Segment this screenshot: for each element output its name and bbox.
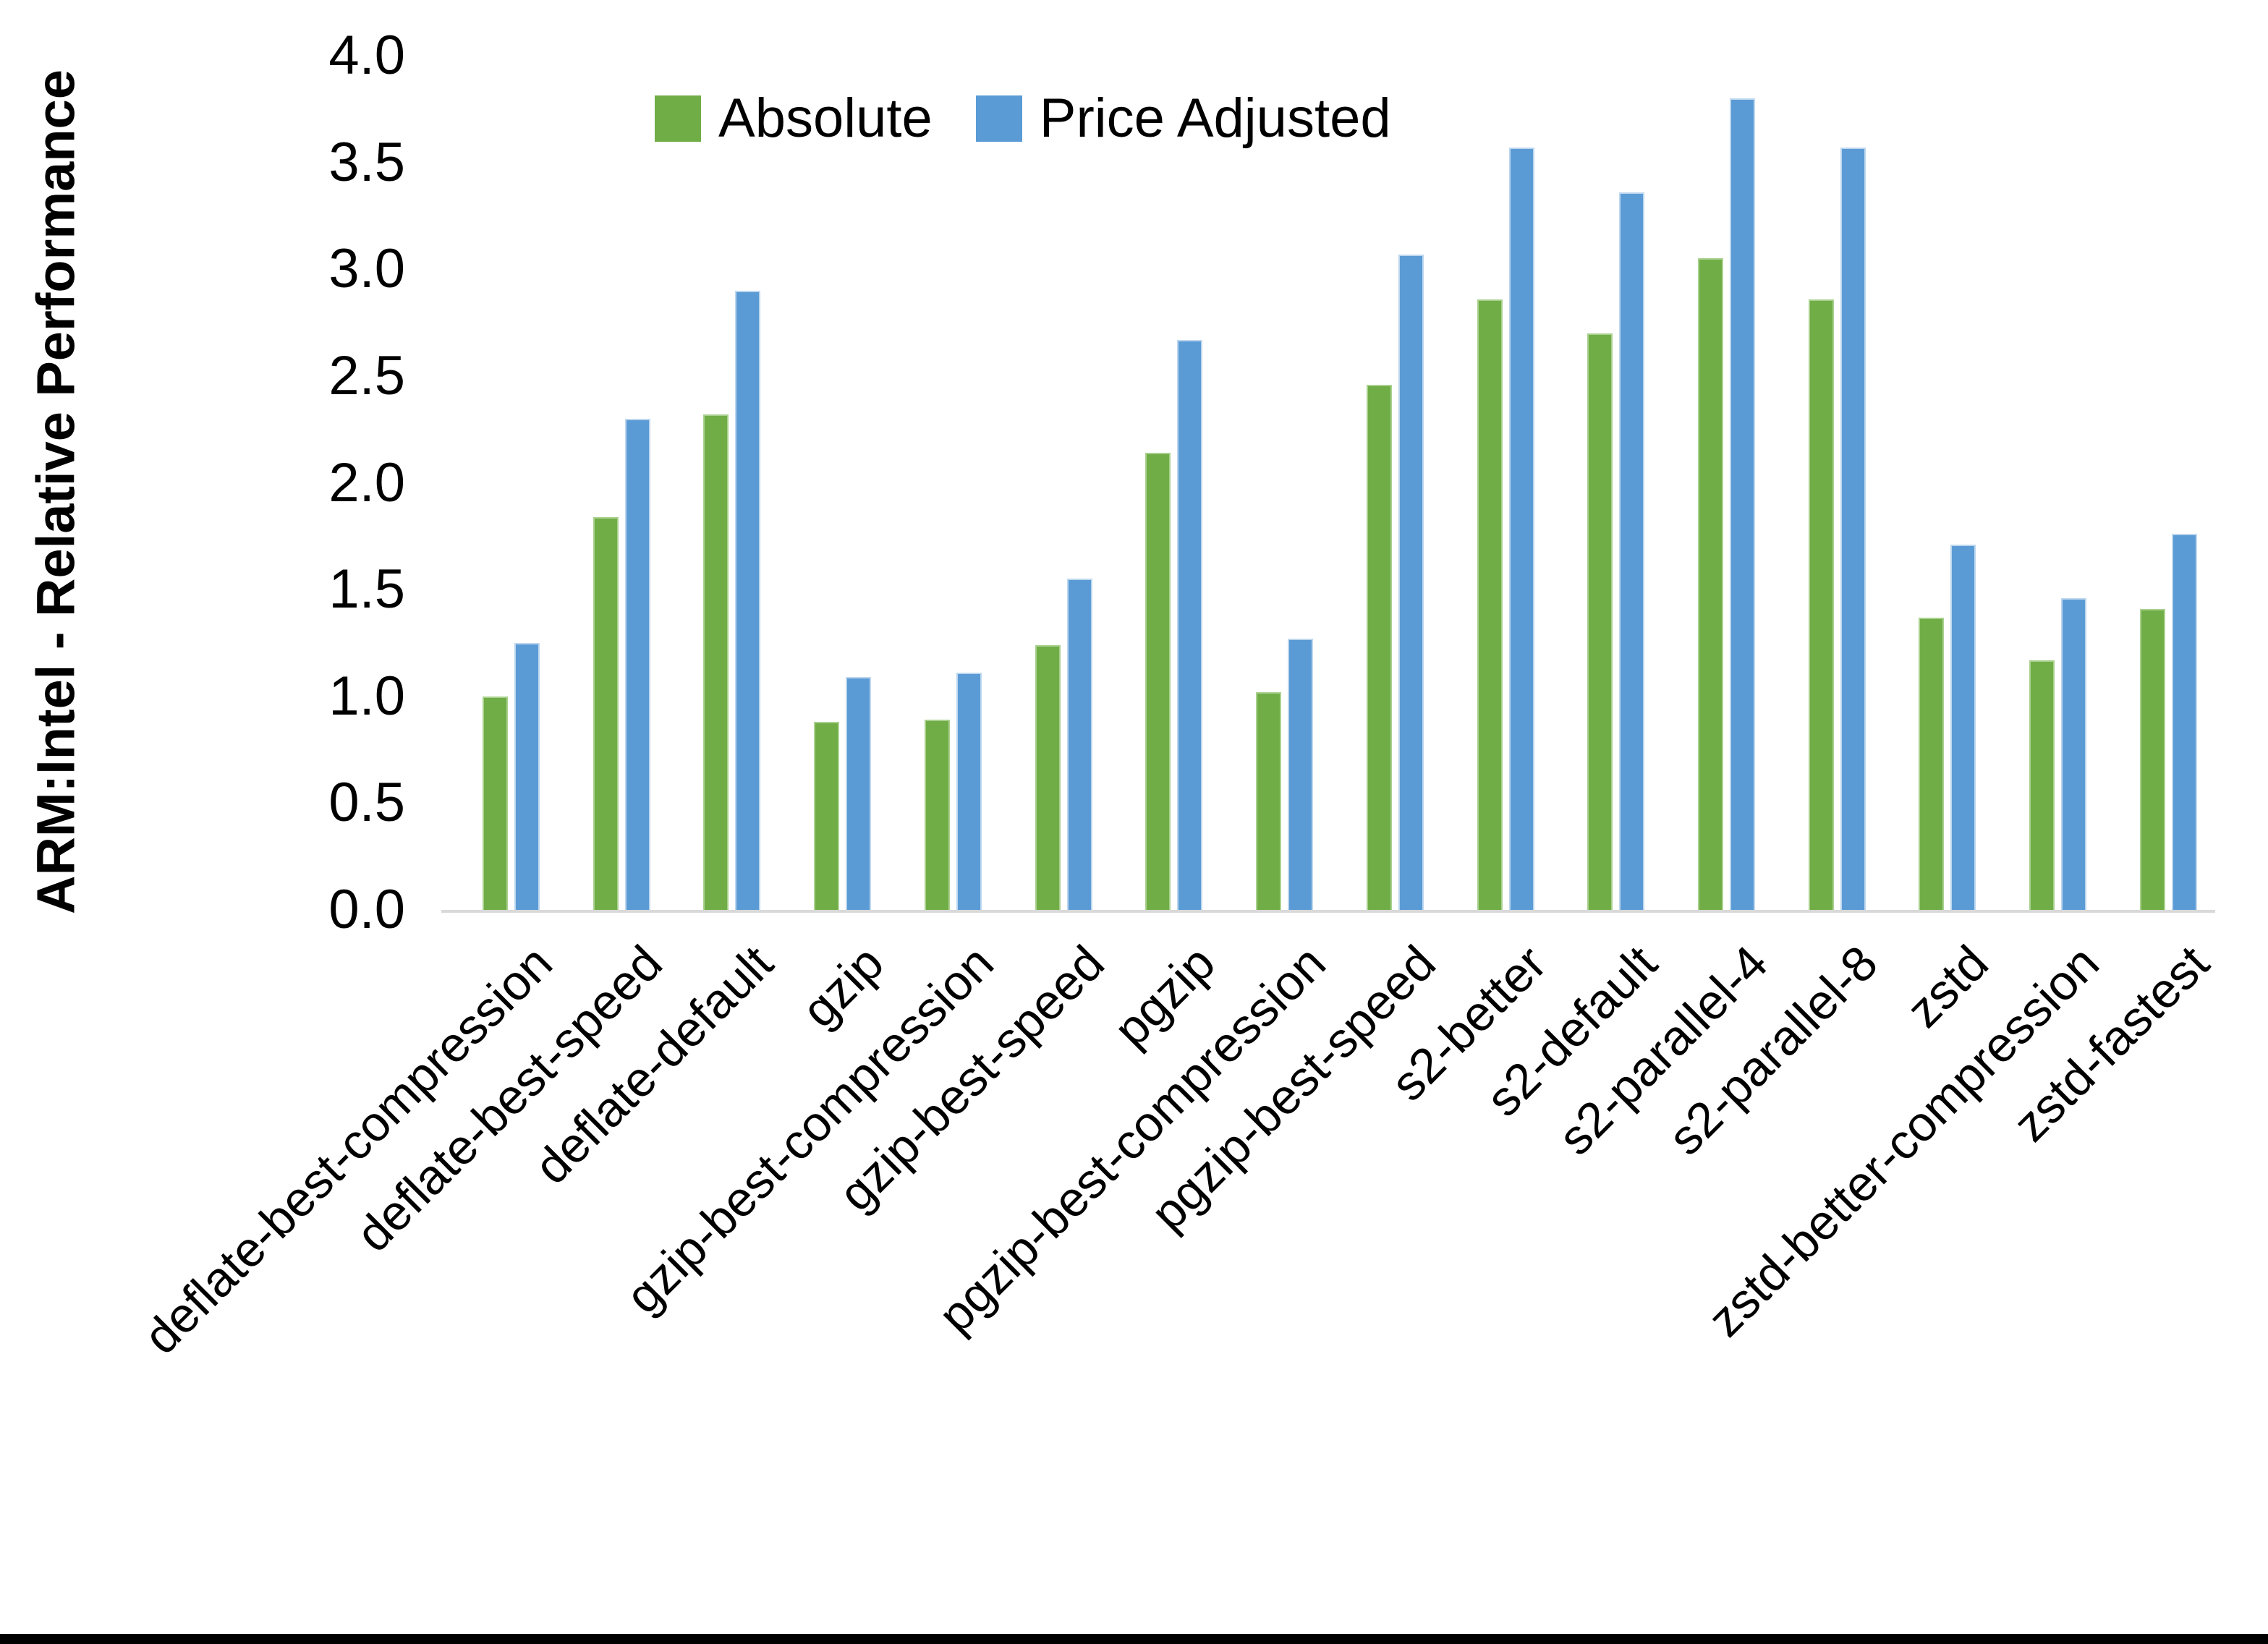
bar-absolute-gzip-best-speed bbox=[1035, 645, 1061, 910]
bar-price-adjusted-zstd bbox=[1950, 545, 1976, 910]
bar-price-adjusted-deflate-default bbox=[735, 291, 760, 910]
bar-price-adjusted-s2-parallel-8 bbox=[1840, 148, 1866, 910]
bar-price-adjusted-pgzip bbox=[1177, 340, 1202, 910]
y-tick-label-1.5: 1.5 bbox=[328, 558, 405, 621]
x-category-label-gzip: gzip bbox=[791, 935, 894, 1039]
legend-swatch-absolute bbox=[655, 95, 701, 142]
y-tick-label-0.5: 0.5 bbox=[328, 772, 405, 834]
bar-absolute-pgzip-best-speed bbox=[1367, 385, 1392, 910]
bar-absolute-gzip bbox=[814, 722, 839, 910]
bar-price-adjusted-gzip bbox=[846, 677, 871, 910]
x-category-label-zstd: zstd bbox=[1895, 935, 1999, 1039]
bar-absolute-zstd bbox=[1919, 618, 1944, 910]
bar-price-adjusted-deflate-best-compression bbox=[514, 643, 540, 910]
y-tick-label-0.0: 0.0 bbox=[328, 879, 405, 940]
legend-swatch-price-adjusted bbox=[975, 95, 1022, 142]
bar-absolute-s2-parallel-8 bbox=[1809, 299, 1834, 910]
legend-label-price-adjusted: Price Adjusted bbox=[1039, 88, 1391, 149]
bar-absolute-s2-default bbox=[1587, 333, 1613, 910]
bar-absolute-deflate-default bbox=[703, 414, 729, 910]
bar-price-adjusted-zstd-fastest bbox=[2172, 534, 2197, 910]
bar-absolute-s2-better bbox=[1477, 299, 1503, 910]
bar-absolute-gzip-best-compression bbox=[925, 720, 950, 910]
x-category-label-deflate-best-compression: deflate-best-compression bbox=[133, 935, 563, 1365]
bar-absolute-zstd-better-compression bbox=[2029, 660, 2055, 910]
bar-price-adjusted-pgzip-best-compression bbox=[1288, 639, 1313, 910]
bar-absolute-zstd-fastest bbox=[2140, 609, 2165, 910]
y-tick-label-2.0: 2.0 bbox=[328, 451, 405, 514]
y-tick-label-3.0: 3.0 bbox=[328, 238, 405, 300]
bar-price-adjusted-pgzip-best-speed bbox=[1398, 255, 1424, 910]
legend-label-absolute: Absolute bbox=[718, 88, 933, 149]
bar-price-adjusted-zstd-better-compression bbox=[2061, 598, 2086, 910]
bar-price-adjusted-gzip-best-speed bbox=[1067, 579, 1092, 910]
bar-price-adjusted-deflate-best-speed bbox=[625, 419, 650, 910]
bar-price-adjusted-s2-default bbox=[1619, 192, 1644, 910]
bar-price-adjusted-gzip-best-compression bbox=[956, 673, 982, 910]
legend: Absolute Price Adjusted bbox=[655, 87, 1391, 150]
x-axis-line bbox=[441, 910, 2215, 913]
bar-absolute-pgzip-best-compression bbox=[1256, 692, 1281, 910]
y-tick-label-1.0: 1.0 bbox=[328, 665, 405, 727]
bar-absolute-deflate-best-compression bbox=[483, 697, 508, 910]
bar-price-adjusted-s2-better bbox=[1509, 148, 1534, 910]
bottom-border bbox=[0, 1634, 2268, 1644]
legend-item-price-adjusted: Price Adjusted bbox=[975, 87, 1391, 150]
y-tick-label-3.5: 3.5 bbox=[328, 131, 405, 193]
bar-absolute-deflate-best-speed bbox=[593, 517, 619, 910]
y-tick-label-4.0: 4.0 bbox=[328, 25, 405, 86]
bar-absolute-pgzip bbox=[1145, 453, 1171, 910]
legend-item-absolute: Absolute bbox=[655, 87, 933, 150]
bar-absolute-s2-parallel-4 bbox=[1698, 258, 1723, 910]
bar-price-adjusted-s2-parallel-4 bbox=[1730, 98, 1755, 910]
y-tick-label-2.5: 2.5 bbox=[328, 344, 405, 406]
